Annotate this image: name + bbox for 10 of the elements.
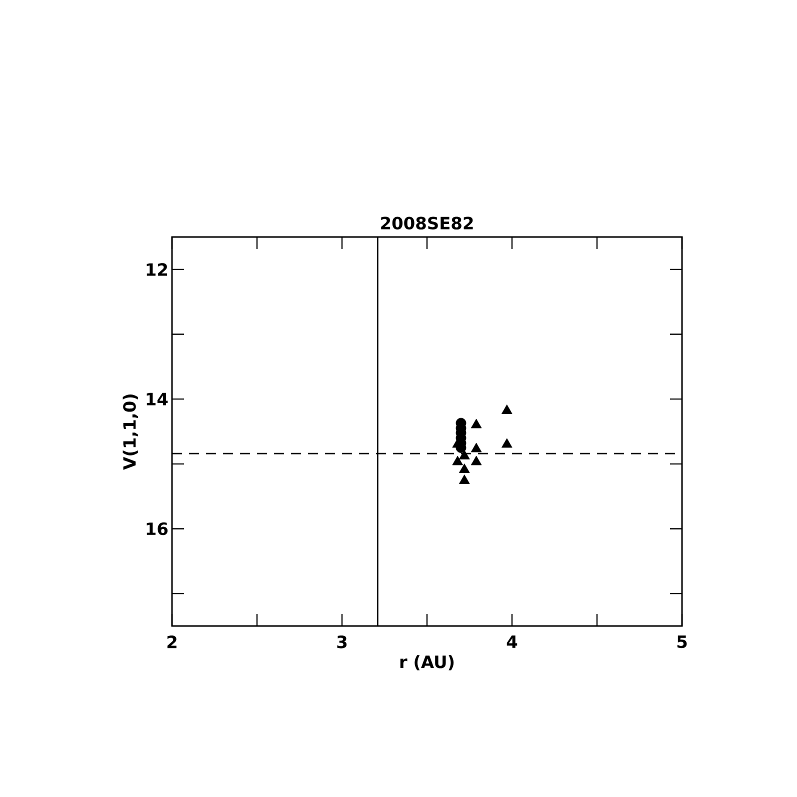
y-tick-label: 16 [146, 522, 168, 536]
y-axis-title: V(1,1,0) [122, 394, 138, 470]
x-tick-label: 2 [167, 636, 176, 648]
y-tick-label: 14 [146, 392, 168, 406]
x-tick-label: 3 [337, 636, 347, 648]
chart-title: 2008SE82 [381, 216, 473, 230]
x-tick-label: 4 [506, 636, 518, 648]
x-axis-title: r (AU) [400, 655, 454, 670]
x-tick-label: 5 [677, 636, 687, 648]
y-tick-label: 12 [146, 263, 168, 276]
